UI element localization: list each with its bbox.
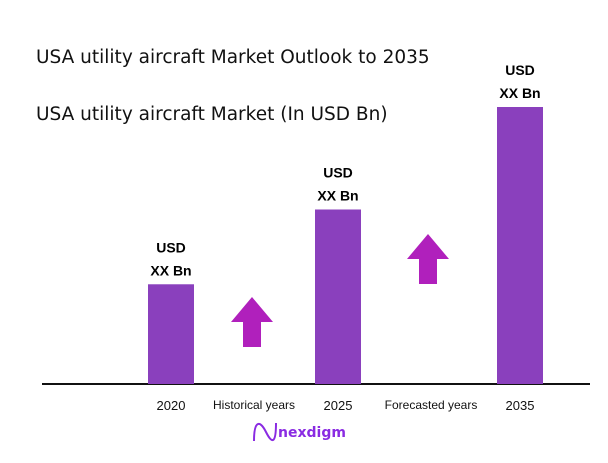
bar-2025: [315, 209, 361, 384]
data-label-line1: USD: [505, 62, 535, 78]
data-label-line2: XX Bn: [499, 85, 540, 101]
data-label-line2: XX Bn: [150, 262, 191, 278]
period-label-historical: Historical years: [213, 398, 295, 412]
chart-subtitle: USA utility aircraft Market (In USD Bn): [36, 104, 388, 125]
bar-2020: [148, 284, 194, 384]
data-label-line2: XX Bn: [317, 187, 358, 203]
bar-2035: [497, 107, 543, 384]
x-tick-label: 2025: [324, 398, 353, 413]
logo-text: nexdigm: [278, 425, 346, 441]
up-arrow-icon: [231, 297, 273, 347]
chart-title: USA utility aircraft Market Outlook to 2…: [36, 47, 430, 68]
nexdigm-logo: nexdigm: [253, 422, 346, 442]
data-label-line1: USD: [156, 239, 186, 255]
x-tick-label: 2035: [506, 398, 535, 413]
period-label-forecasted: Forecasted years: [385, 398, 478, 412]
data-label-line1: USD: [323, 164, 353, 180]
nexdigm-wave-icon: [253, 422, 277, 442]
up-arrow-icon: [407, 234, 449, 284]
x-tick-label: 2020: [157, 398, 186, 413]
